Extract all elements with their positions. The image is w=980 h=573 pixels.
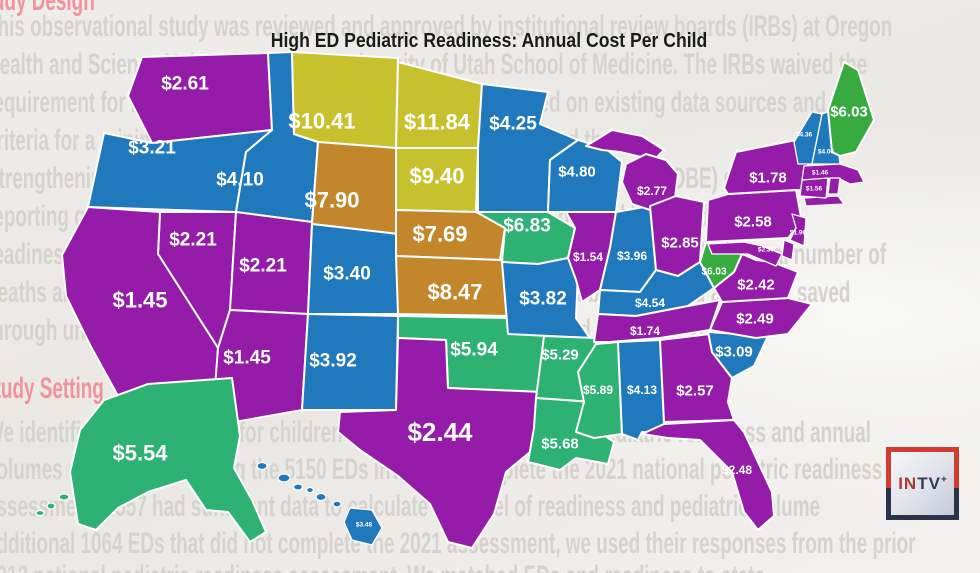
state-WY-value: $7.90 bbox=[304, 188, 359, 213]
state-CA-value: $1.45 bbox=[112, 288, 167, 313]
bg-heading-study-setting: Study Setting bbox=[0, 372, 104, 405]
state-SD-value: $9.40 bbox=[409, 164, 464, 189]
state-CT-value: $1.56 bbox=[806, 186, 823, 193]
intv-logo-text: INTV+ bbox=[898, 475, 947, 492]
bg-text-line: This observational study was reviewed an… bbox=[0, 10, 893, 43]
state-ME-value: $6.03 bbox=[830, 104, 868, 121]
state-WI bbox=[547, 139, 623, 213]
state-OK-value: $5.94 bbox=[450, 340, 498, 361]
hawaii-island bbox=[277, 473, 291, 483]
state-NJ-value: $1.96 bbox=[790, 230, 807, 237]
state-DE bbox=[781, 239, 795, 261]
state-MN-value: $4.25 bbox=[489, 114, 537, 135]
state-value-labels: $2.61 $3.21 $4.10 $10.41 $7.90 $2.21 $2.… bbox=[112, 74, 867, 529]
bg-heading-study-design: Study Design bbox=[0, 0, 95, 17]
state-NJ bbox=[789, 213, 807, 247]
state-TX bbox=[337, 337, 547, 549]
state-NH-value: $4.06 bbox=[818, 149, 835, 156]
logo-in-text: IN bbox=[898, 474, 918, 493]
state-UT-value: $2.21 bbox=[239, 256, 287, 277]
intv-logo-inner: INTV+ bbox=[891, 452, 954, 515]
state-WA bbox=[127, 52, 273, 144]
state-MO bbox=[501, 257, 591, 339]
state-KY-value: $4.54 bbox=[635, 296, 665, 310]
logo-plus-text: + bbox=[940, 474, 947, 486]
hawaii-island bbox=[332, 500, 342, 508]
state-TX-value: $2.44 bbox=[407, 417, 473, 447]
state-MA-value: $1.46 bbox=[812, 170, 829, 177]
state-OR-value: $3.21 bbox=[128, 138, 176, 159]
logo-tv-text: TV bbox=[917, 474, 941, 493]
state-WV-value: $6.03 bbox=[701, 267, 726, 278]
page-title: High ED Pediatric Readiness: Annual Cost… bbox=[270, 30, 708, 52]
hawaii-island bbox=[305, 486, 315, 494]
state-IA-value: $6.83 bbox=[503, 216, 551, 237]
state-MT bbox=[291, 51, 399, 149]
state-FL-value: $2.48 bbox=[722, 463, 752, 477]
state-VA-value: $2.42 bbox=[737, 277, 775, 294]
state-AZ bbox=[211, 309, 309, 427]
state-WA-value: $2.61 bbox=[161, 74, 209, 95]
state-MT-value: $10.41 bbox=[288, 109, 355, 134]
state-NE-value: $7.69 bbox=[412, 222, 467, 247]
state-PA-value: $2.58 bbox=[734, 214, 772, 231]
intv-logo: INTV+ bbox=[886, 447, 959, 520]
state-NV-value: $2.21 bbox=[169, 230, 217, 251]
state-RI bbox=[827, 177, 841, 195]
hawaii-island bbox=[315, 492, 327, 502]
state-NM-value: $3.92 bbox=[309, 351, 357, 372]
state-shapes bbox=[35, 51, 875, 549]
state-MO-value: $3.82 bbox=[519, 289, 567, 310]
state-OH-value: $2.85 bbox=[661, 235, 699, 252]
state-CT bbox=[799, 177, 829, 199]
aleutian-island bbox=[35, 509, 45, 517]
state-AZ-value: $1.45 bbox=[223, 348, 271, 369]
state-ND bbox=[395, 61, 483, 149]
state-ME bbox=[827, 61, 875, 157]
state-NY-value: $1.78 bbox=[749, 170, 787, 187]
state-CO-value: $3.40 bbox=[323, 264, 371, 285]
state-LA-value: $5.68 bbox=[541, 436, 579, 453]
state-TN-value: $1.74 bbox=[630, 324, 660, 338]
state-MD bbox=[707, 241, 783, 267]
state-AL-value: $4.13 bbox=[627, 383, 657, 397]
aleutian-island bbox=[46, 502, 56, 510]
aleutian-island bbox=[58, 493, 70, 501]
state-HI-value: $3.48 bbox=[356, 522, 373, 529]
state-AK bbox=[69, 377, 267, 543]
state-AR-value: $5.29 bbox=[541, 347, 579, 364]
state-IN-value: $3.96 bbox=[617, 249, 647, 263]
hawaii-island bbox=[292, 483, 304, 491]
state-ND-value: $11.84 bbox=[404, 110, 471, 135]
state-FL bbox=[641, 419, 775, 531]
state-IL-value: $1.54 bbox=[573, 250, 603, 264]
state-HI bbox=[343, 507, 383, 546]
state-GA-value: $2.57 bbox=[676, 383, 714, 400]
state-NC-value: $2.49 bbox=[736, 311, 774, 328]
state-KS-value: $8.47 bbox=[427, 280, 482, 305]
state-WI-value: $4.80 bbox=[558, 164, 596, 181]
state-ID-value: $4.10 bbox=[216, 170, 264, 191]
bg-text-line: 2012 national pediatric readiness assess… bbox=[0, 560, 765, 573]
state-MI-upper-peninsula bbox=[585, 129, 665, 161]
state-MS-value: $5.89 bbox=[583, 383, 613, 397]
state-MI-value: $2.77 bbox=[637, 184, 667, 198]
state-MD-value: $2.36 bbox=[758, 247, 775, 254]
state-AK-value: $5.54 bbox=[112, 441, 168, 466]
state-VT-value: $4.36 bbox=[796, 132, 813, 139]
state-SC-value: $3.09 bbox=[715, 344, 753, 361]
hawaii-island bbox=[256, 461, 268, 471]
